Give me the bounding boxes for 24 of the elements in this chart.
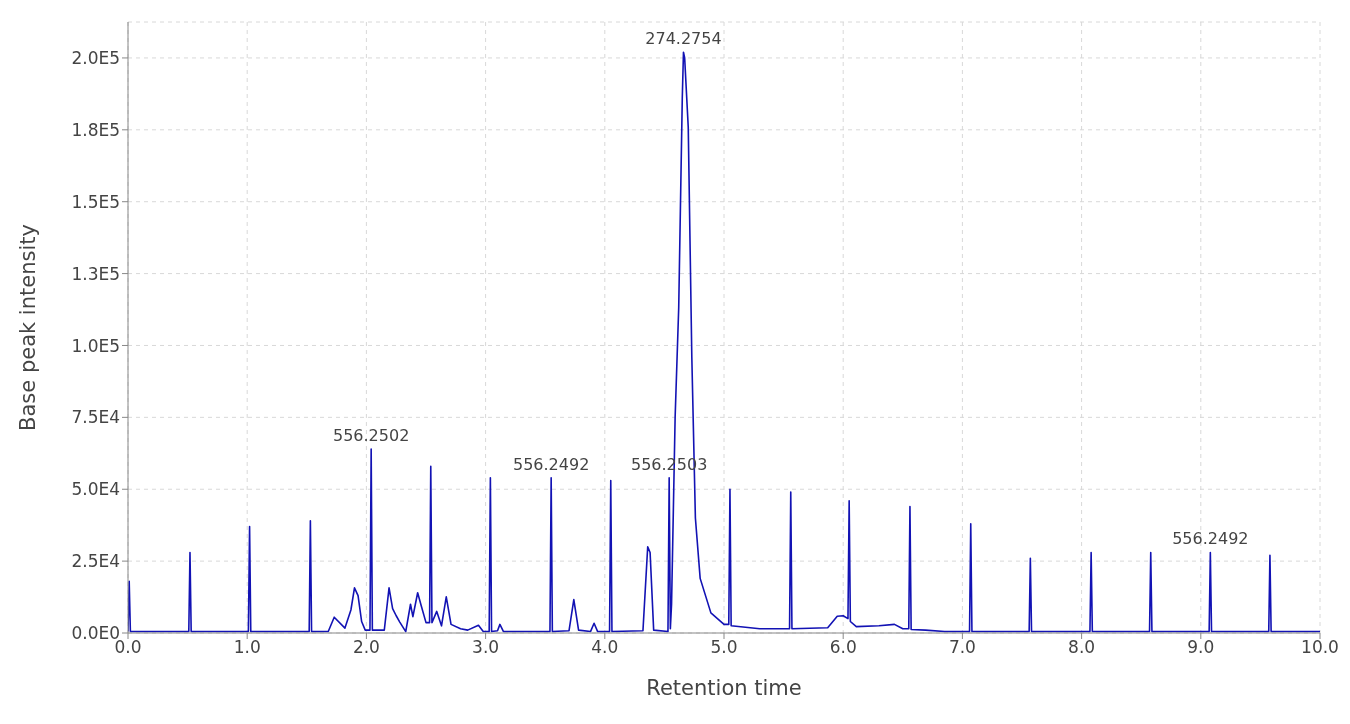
annotation: 556.2492	[512, 454, 590, 474]
annotation: 556.2492	[1172, 529, 1249, 549]
y-tick-label: 7.5E4	[71, 407, 120, 428]
x-tick-label: 7.0	[948, 637, 976, 658]
y-tick-label: 1.5E5	[71, 191, 120, 212]
x-tick-label: 4.0	[591, 637, 619, 658]
y-tick-label: 1.8E5	[71, 119, 120, 140]
x-tick-label: 2.0	[352, 637, 380, 658]
x-tick-label: 5.0	[710, 637, 738, 658]
x-tick-label: 9.0	[1187, 637, 1215, 658]
x-tick-label: 1.0	[233, 637, 261, 658]
x-tick-label: 10.0	[1301, 637, 1339, 658]
y-tick-label: 1.3E5	[71, 263, 120, 284]
y-axis-title: Base peak intensity	[16, 224, 41, 431]
y-tick-label: 5.0E4	[71, 479, 120, 500]
x-tick-label: 3.0	[472, 637, 500, 658]
annotation: 556.2502	[333, 425, 410, 445]
y-tick-label: 2.5E4	[71, 551, 120, 572]
x-tick-label: 8.0	[1068, 637, 1096, 658]
annotation: 274.2754	[645, 29, 722, 49]
y-tick-label: 2.0E5	[71, 47, 120, 68]
x-axis-title: Retention time	[646, 676, 802, 700]
x-tick-label: 6.0	[829, 637, 857, 658]
y-tick-label: 1.0E5	[71, 335, 120, 356]
